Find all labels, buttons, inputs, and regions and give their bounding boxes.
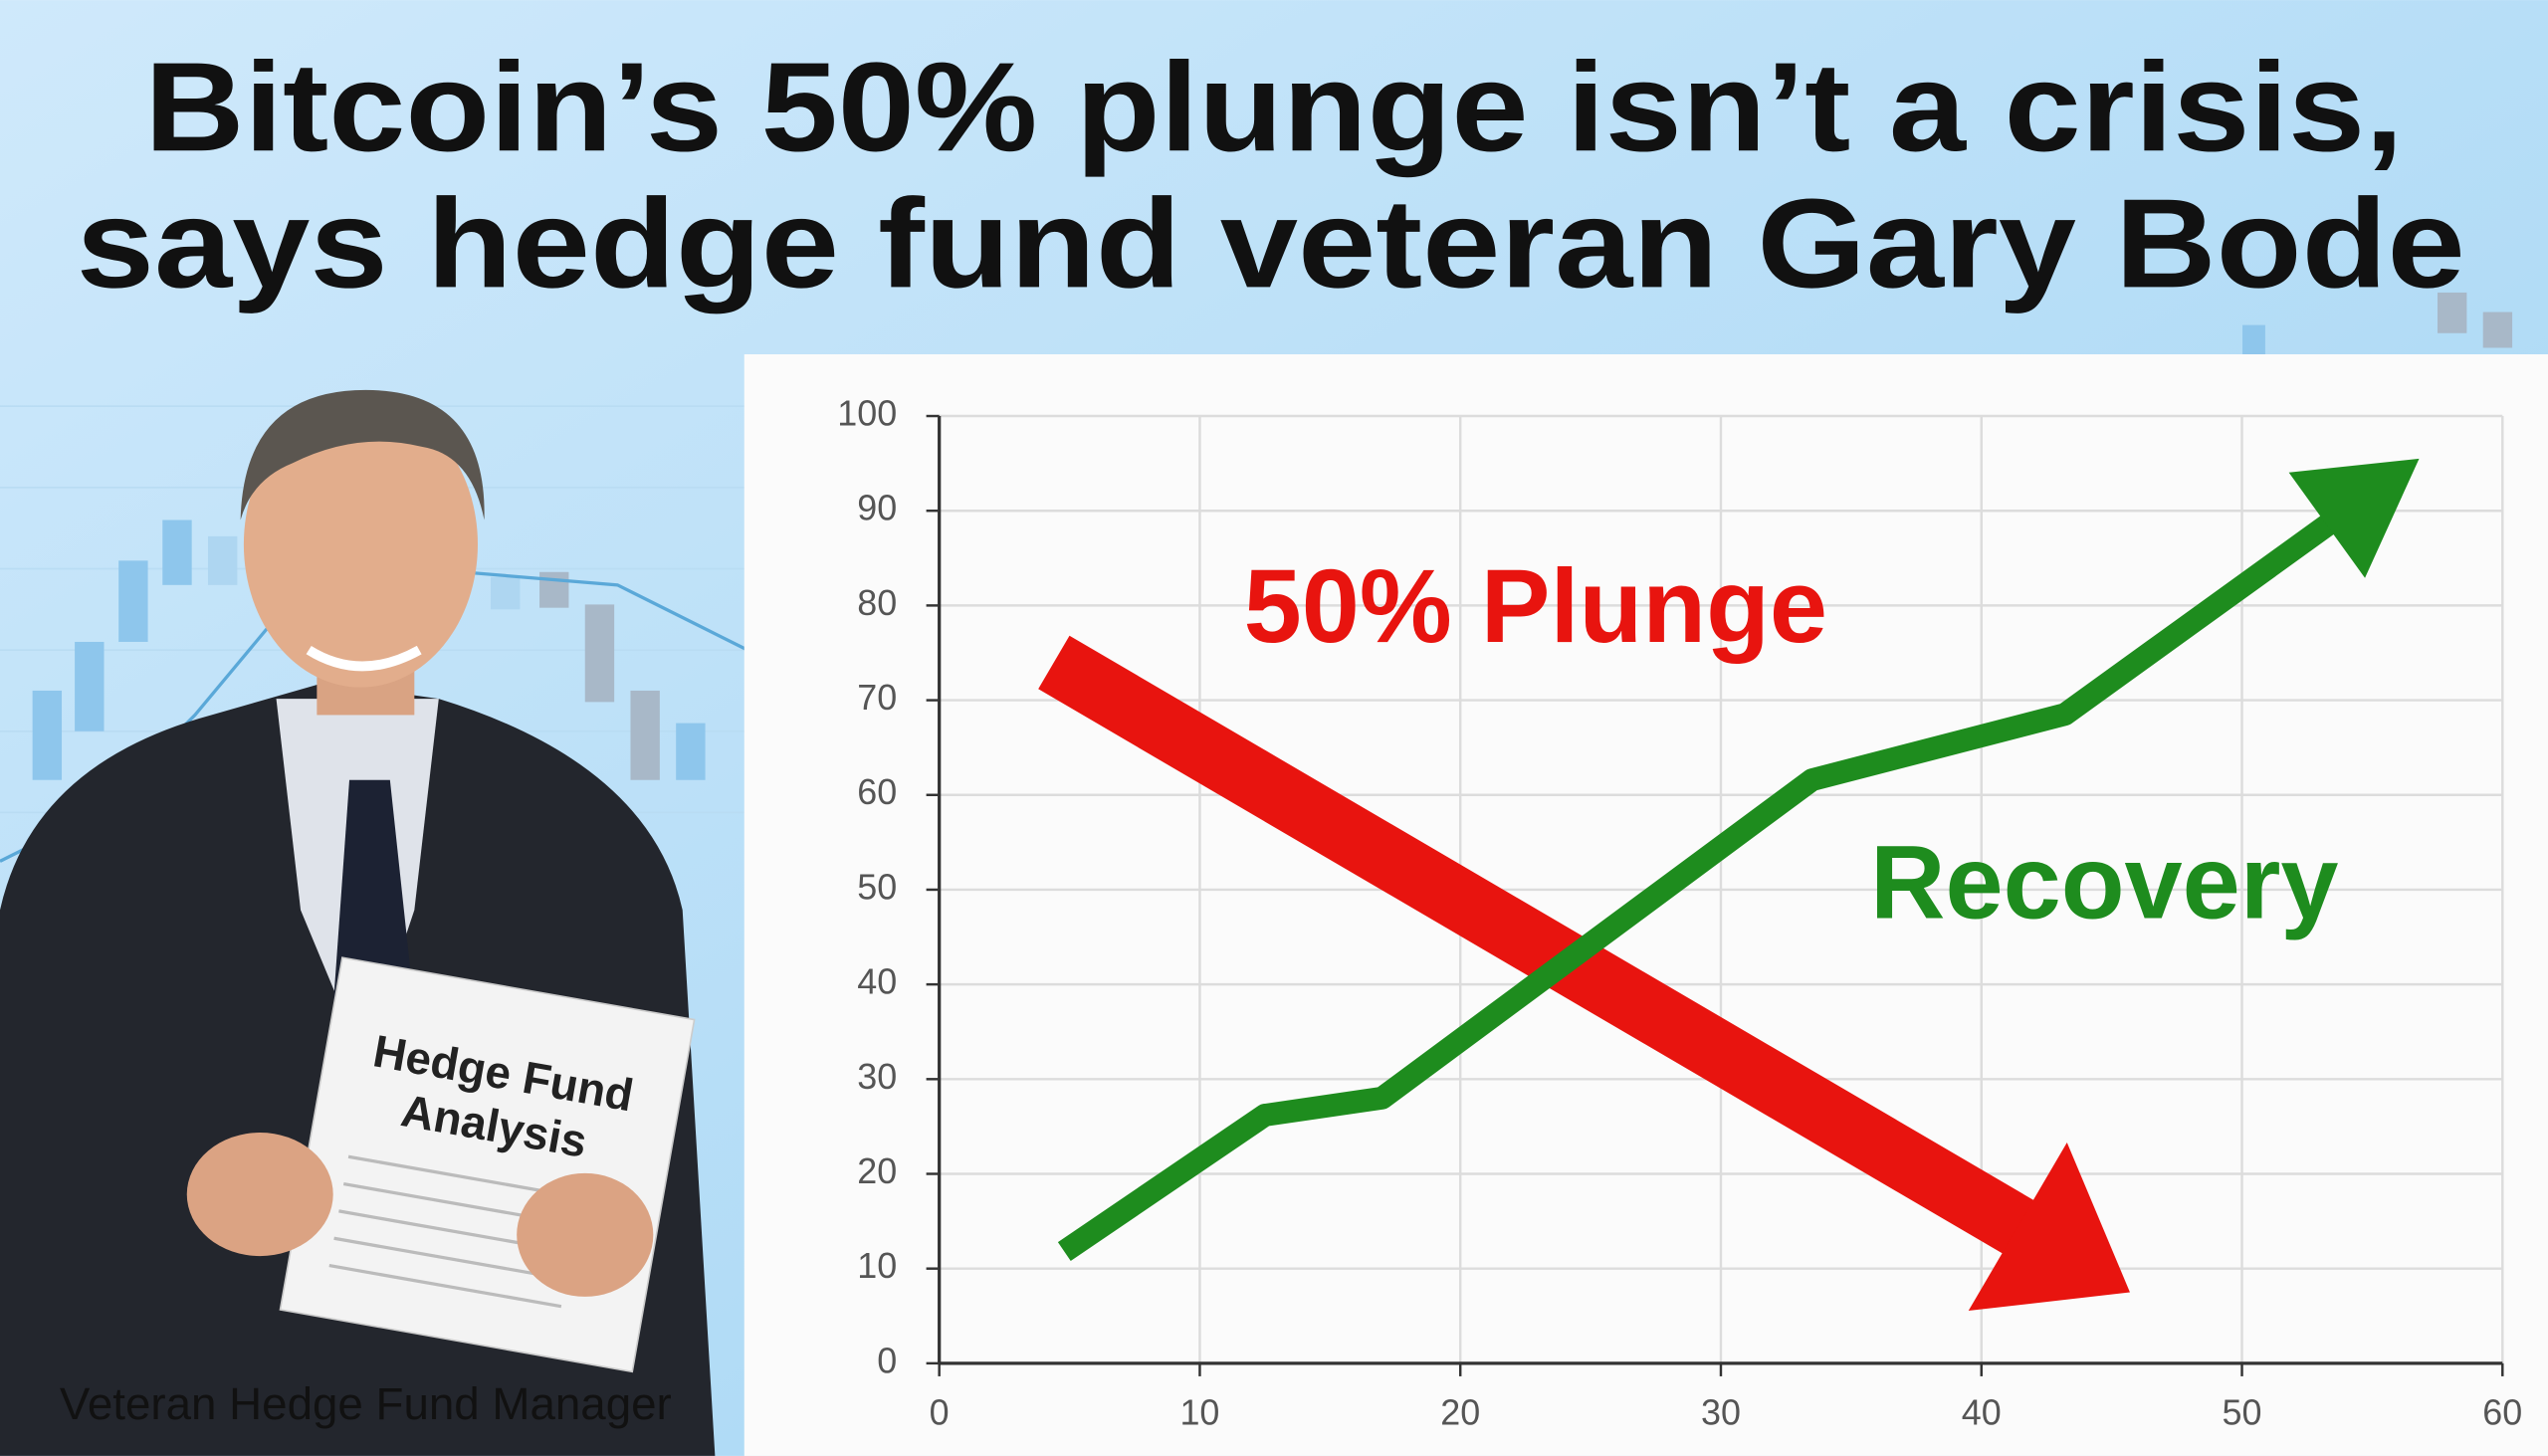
x-tick-label: 0 <box>930 1392 950 1433</box>
series-line <box>1038 635 2067 1274</box>
x-tick-label: 50 <box>2223 1392 2262 1433</box>
y-tick-label: 60 <box>857 771 897 812</box>
photo-caption: Veteran Hedge Fund Manager <box>60 1378 672 1429</box>
plot-area: 0 10 20 30 40 50 60 70 80 90 100 0 10 20 30 40 50 60 50% P… <box>837 393 2522 1433</box>
person-illustration: Hedge Fund Analysis <box>0 389 716 1456</box>
title-line: Bitcoin’s 50% plunge isn’t a crisis, <box>144 36 2403 177</box>
y-tick-label: 100 <box>837 393 897 434</box>
y-tick-label: 20 <box>857 1150 897 1191</box>
x-tick-label: 40 <box>1962 1392 2002 1433</box>
series-label: Recovery <box>1870 824 2338 940</box>
y-tick-label: 30 <box>857 1056 897 1097</box>
y-tick-label: 70 <box>857 677 897 718</box>
series-line <box>1057 496 2362 1262</box>
y-tick-label: 10 <box>857 1245 897 1286</box>
y-tick-label: 50 <box>857 866 897 907</box>
series-label: 50% Plunge <box>1244 548 1827 665</box>
title-line: says hedge fund veteran Gary Bode <box>77 172 2465 313</box>
y-tick-label: 40 <box>857 961 897 1002</box>
arrow-head <box>1968 1142 2130 1312</box>
y-tick-label: 90 <box>857 488 897 528</box>
x-tick-label: 10 <box>1179 1392 1219 1433</box>
x-tick-label: 20 <box>1440 1392 1480 1433</box>
y-tick-label: 80 <box>857 582 897 623</box>
x-tick-label: 60 <box>2482 1392 2522 1433</box>
y-tick-label: 0 <box>877 1340 897 1380</box>
arrow-head <box>2288 458 2420 578</box>
x-tick-label: 30 <box>1701 1392 1741 1433</box>
